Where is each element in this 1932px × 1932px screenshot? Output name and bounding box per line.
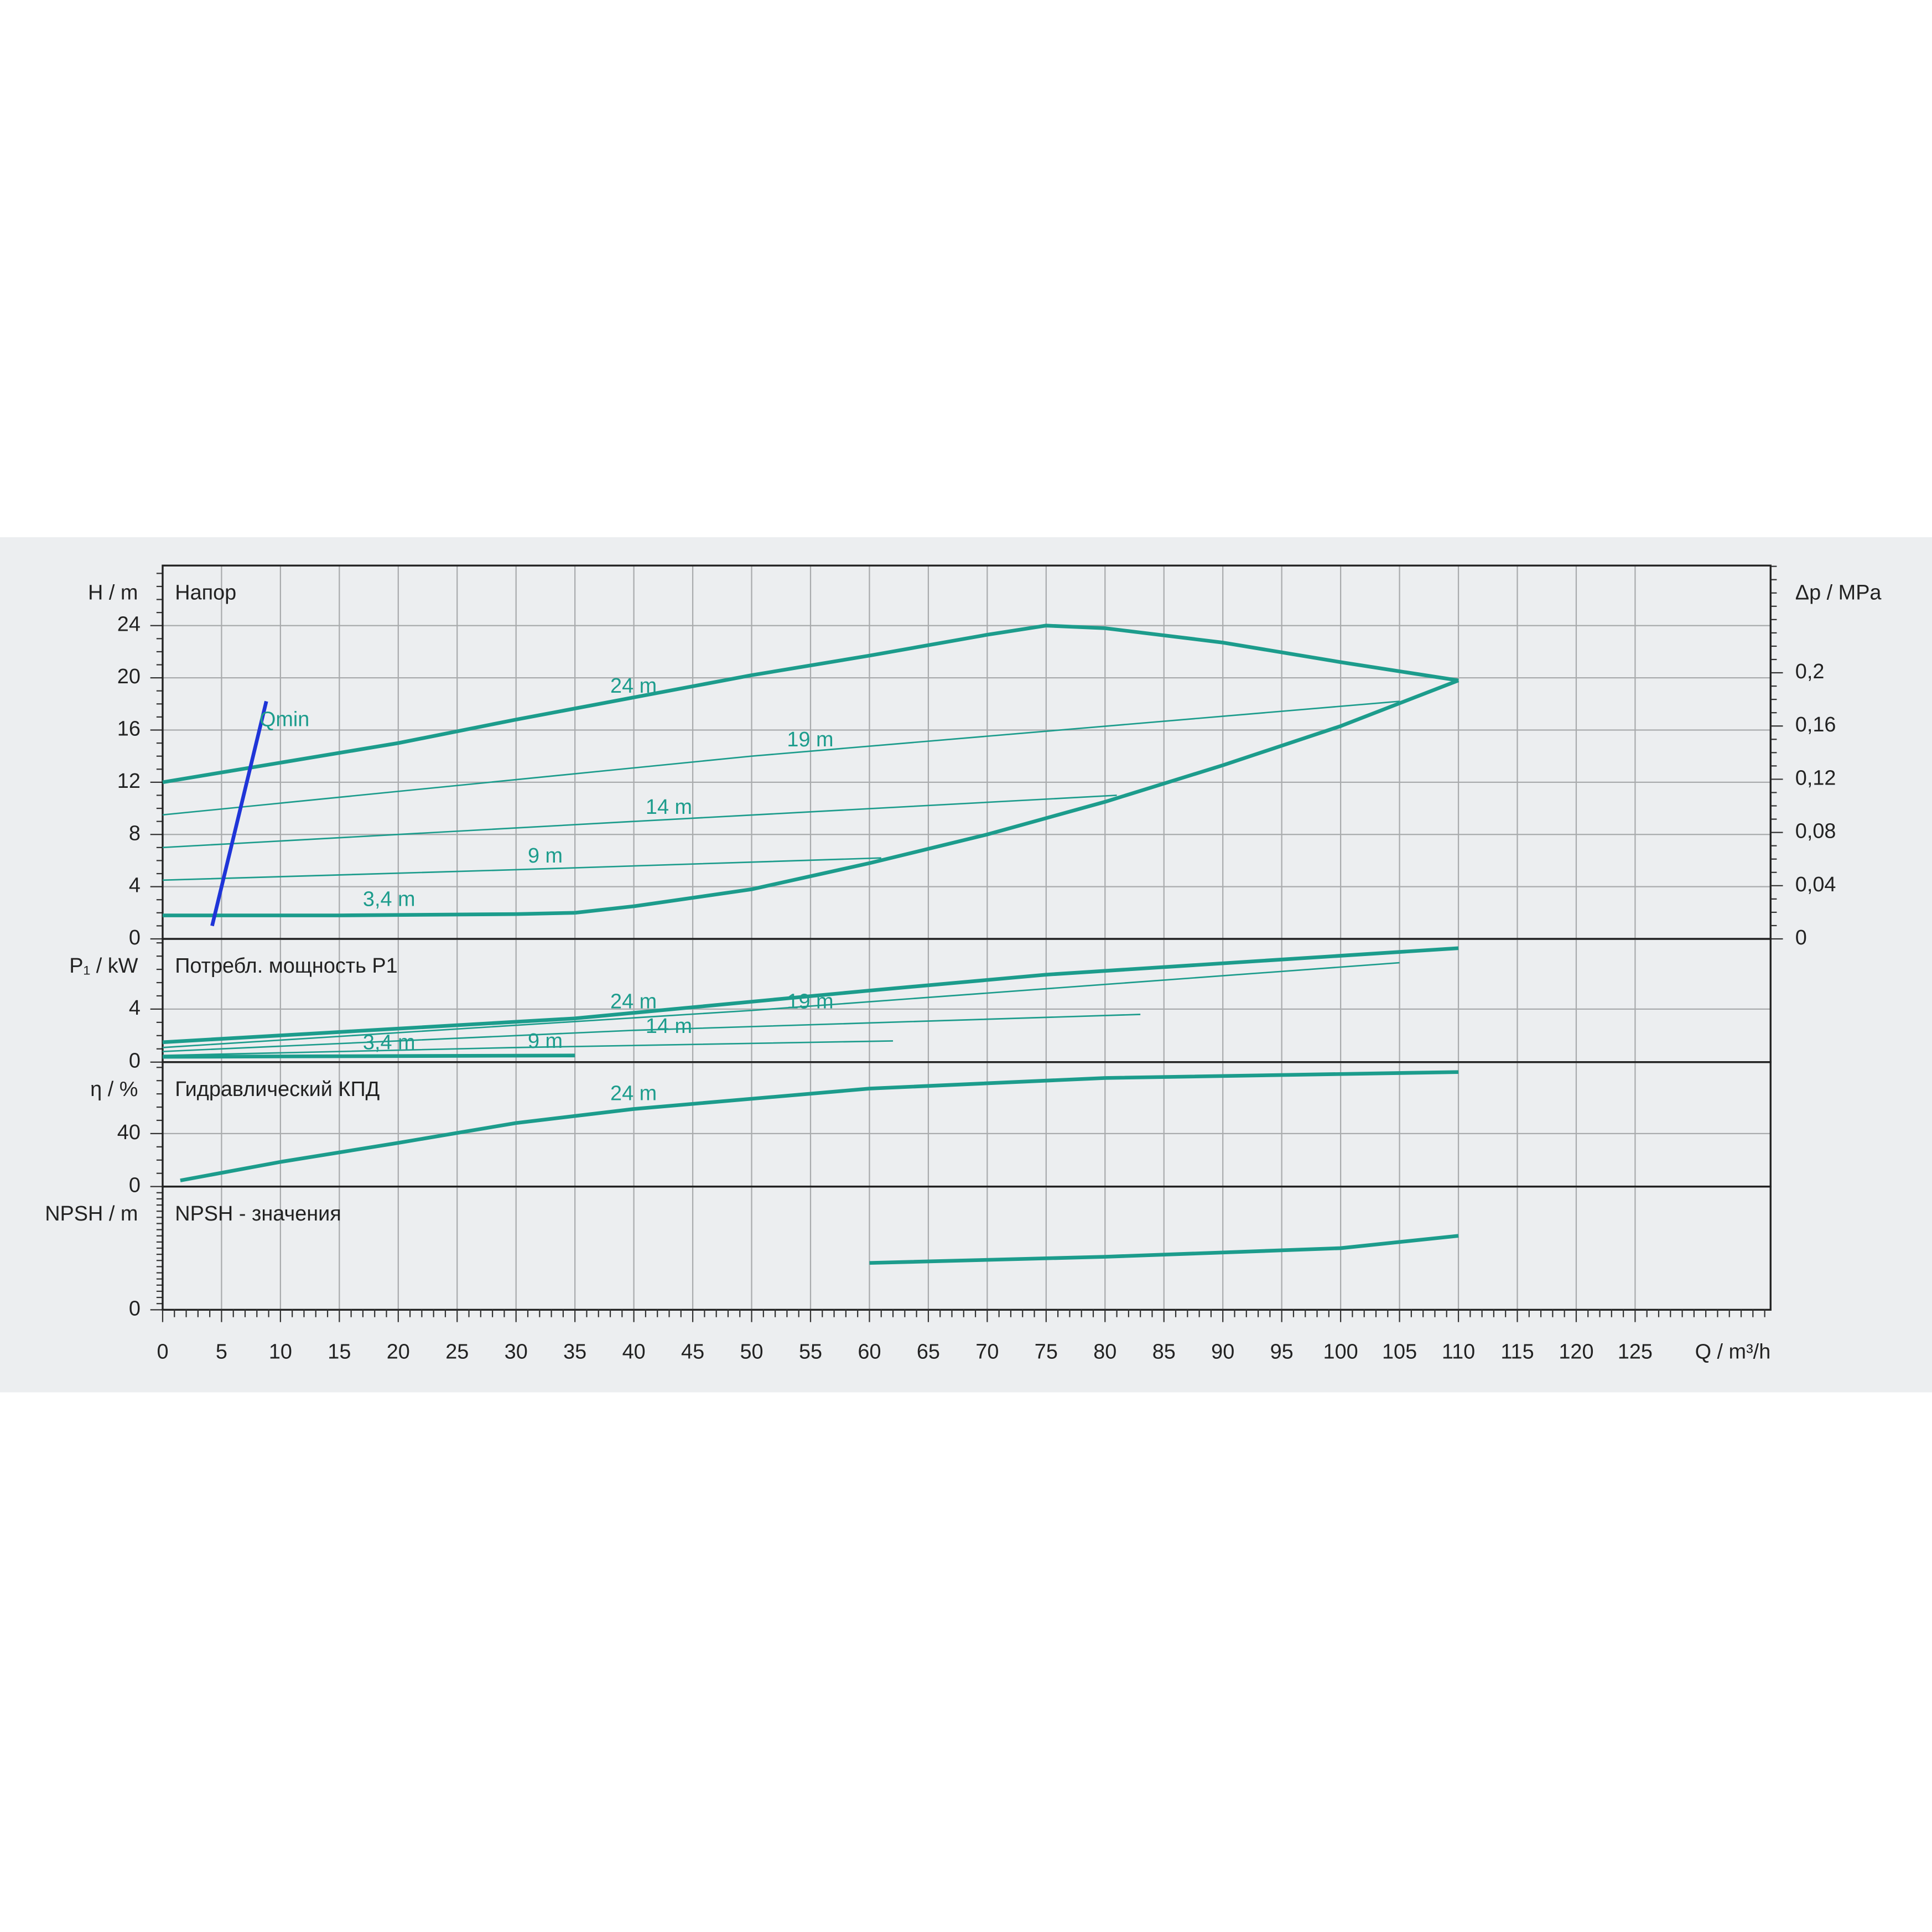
x-tick-label: 15 [328, 1340, 351, 1363]
y2-tick-label: 0,12 [1795, 766, 1836, 790]
x-tick-label: 120 [1559, 1340, 1593, 1363]
x-tick-label: 80 [1093, 1340, 1116, 1363]
y2-tick-label: 0 [1795, 926, 1807, 949]
curve [162, 794, 1117, 849]
x-tick-label: 70 [975, 1340, 999, 1363]
curve [162, 857, 881, 881]
y-tick-label: 0 [129, 1050, 141, 1073]
curve [162, 1053, 575, 1059]
curve-label: 24 m [610, 1082, 657, 1105]
x-tick-label: 40 [622, 1340, 646, 1363]
y-tick-label: 40 [117, 1121, 141, 1144]
y2-tick-label: 0,16 [1795, 713, 1836, 736]
x-tick-label: 100 [1323, 1340, 1358, 1363]
y-tick-label: 0 [129, 1174, 141, 1197]
y2-tick-label: 0,08 [1795, 820, 1836, 843]
curve-label: 24 m [610, 674, 657, 698]
curve-label: 14 m [646, 796, 692, 819]
y-tick-label: 4 [129, 874, 141, 897]
x-tick-label: 65 [917, 1340, 940, 1363]
y-axis-label: η / % [90, 1078, 138, 1101]
y-tick-label: 12 [117, 770, 141, 793]
y2-tick-label: 0,2 [1795, 660, 1825, 683]
panel-title: Напор [175, 581, 236, 604]
y-tick-label: 24 [117, 613, 141, 636]
curve [180, 1070, 1459, 1182]
y-tick-label: 0 [129, 926, 141, 949]
y-axis-label: P₁ / kW [69, 954, 138, 978]
curve-label: 14 m [646, 1015, 692, 1038]
x-tick-label: 115 [1500, 1340, 1534, 1363]
x-tick-label: 55 [799, 1340, 822, 1363]
curve [162, 1040, 894, 1057]
y2-tick-label: 0,04 [1795, 873, 1836, 896]
curve-label: 19 m [787, 728, 833, 751]
curve [162, 700, 1400, 816]
x-tick-label: 105 [1382, 1340, 1417, 1363]
x-tick-label: 0 [157, 1340, 168, 1363]
curve-label: 9 m [528, 844, 563, 868]
chart-band [0, 537, 1932, 1393]
curve [162, 911, 575, 917]
x-tick-label: 75 [1035, 1340, 1058, 1363]
y-tick-label: 20 [117, 665, 141, 688]
x-tick-label: 25 [445, 1340, 469, 1363]
y-axis-label: NPSH / m [45, 1202, 138, 1225]
curve-label: 3,4 m [363, 887, 416, 911]
panel-title: NPSH - значения [175, 1202, 341, 1225]
panel-title: Гидравлический КПД [175, 1078, 380, 1101]
y-tick-label: 8 [129, 822, 141, 845]
x-tick-label: 110 [1442, 1340, 1475, 1363]
x-axis-label: Q / m³/h [1695, 1340, 1771, 1363]
curve [869, 1234, 1459, 1265]
curve [162, 624, 1459, 785]
x-tick-label: 5 [216, 1340, 227, 1363]
curve-label: 24 m [610, 990, 657, 1013]
x-tick-label: 90 [1211, 1340, 1234, 1363]
x-tick-label: 60 [858, 1340, 881, 1363]
curve [162, 962, 1400, 1048]
curve [162, 946, 1459, 1045]
plot-frame [162, 1185, 1772, 1311]
y-axis-label: H / m [88, 581, 138, 604]
curve-label: 19 m [787, 990, 833, 1014]
curve [162, 1014, 1141, 1052]
x-tick-label: 95 [1270, 1340, 1294, 1363]
y-tick-label: 4 [129, 996, 141, 1020]
curve-label: Qmin [259, 708, 309, 731]
curve-label: 9 m [528, 1030, 563, 1053]
x-tick-label: 30 [505, 1340, 528, 1363]
y-tick-label: 0 [129, 1297, 141, 1320]
panel-title: Потребл. мощность P1 [175, 954, 397, 978]
x-tick-label: 35 [563, 1340, 586, 1363]
x-tick-label: 10 [269, 1340, 292, 1363]
x-tick-label: 125 [1618, 1340, 1653, 1363]
curve [210, 700, 268, 927]
x-tick-label: 50 [740, 1340, 763, 1363]
x-tick-label: 85 [1152, 1340, 1176, 1363]
x-tick-label: 45 [681, 1340, 704, 1363]
x-tick-label: 20 [387, 1340, 410, 1363]
curve [574, 678, 1460, 915]
y-tick-label: 16 [117, 717, 141, 740]
curve-label: 3,4 m [363, 1031, 416, 1055]
y2-axis-label: Δp / MPa [1795, 581, 1882, 604]
